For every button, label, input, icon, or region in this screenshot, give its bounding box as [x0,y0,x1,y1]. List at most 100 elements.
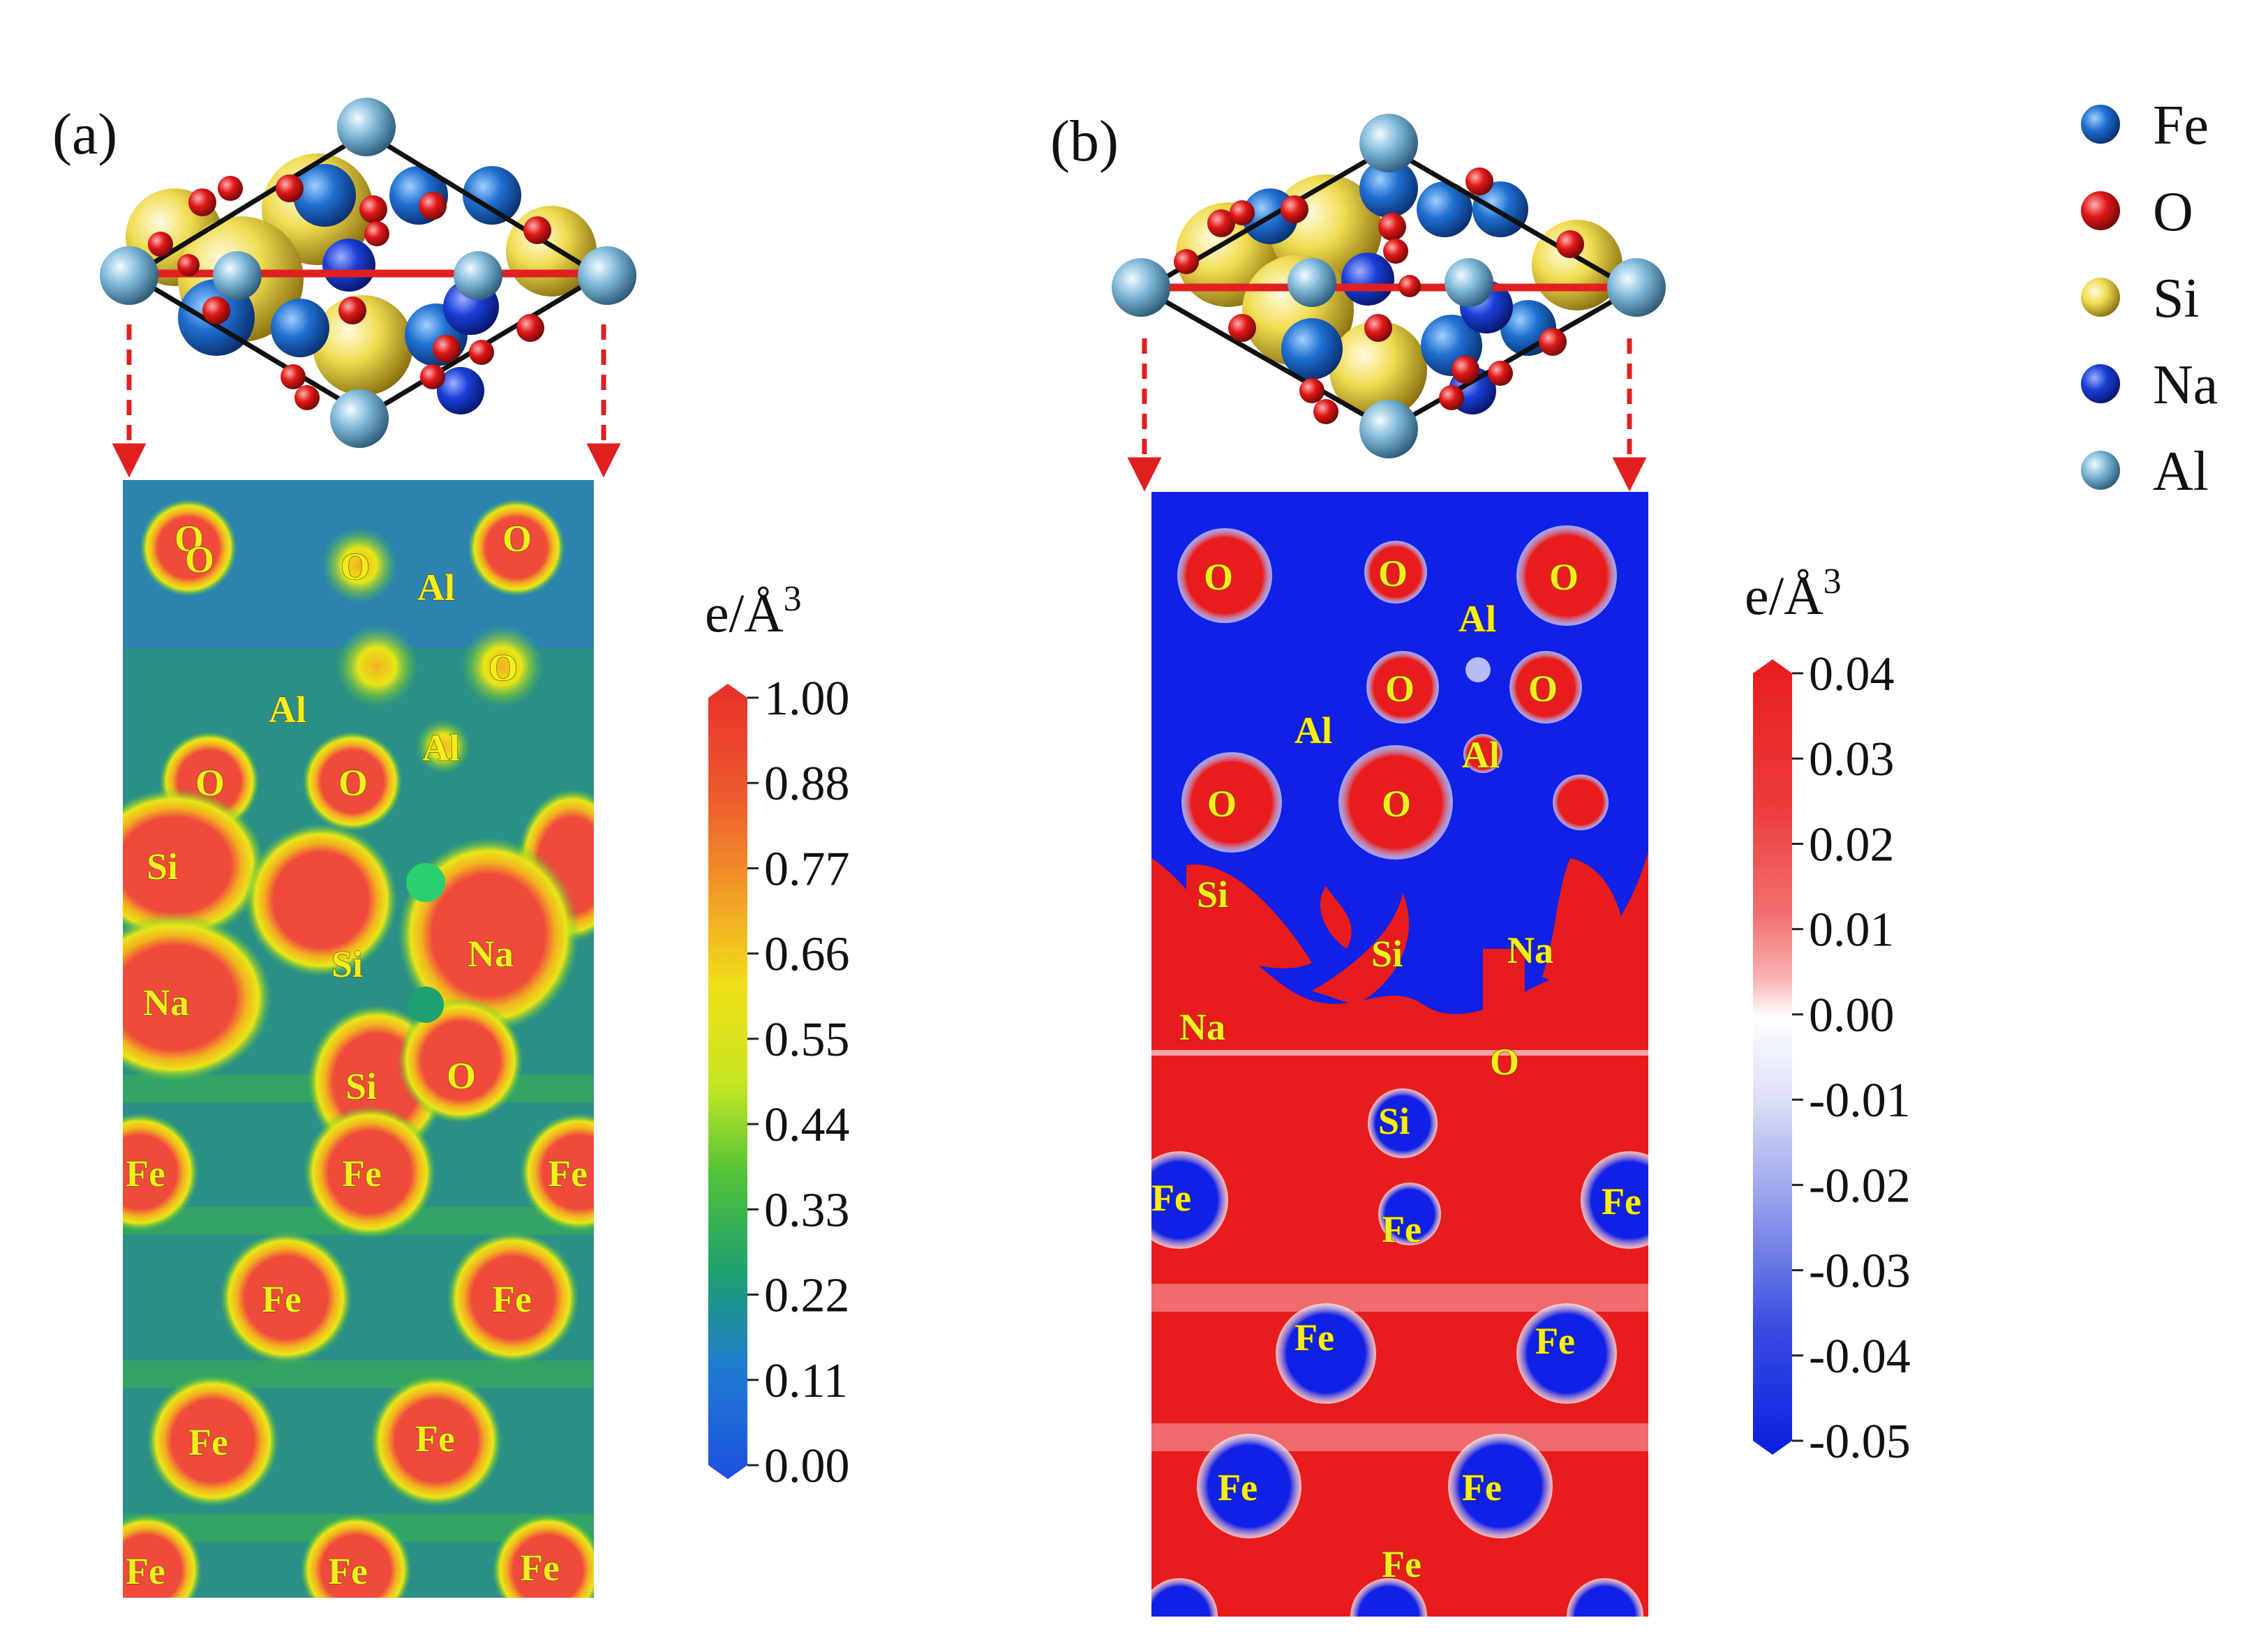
atom-label: O [1378,553,1408,594]
legend-label-na: Na [2153,354,2218,416]
colorbar-unit-b: e/Å3 [1745,562,1842,626]
colorbar-tick-label: 0.02 [1809,818,1895,871]
atom-label: Fe [520,1547,560,1589]
legend-swatch-o [2081,191,2120,230]
atom-label: Fe [126,1550,165,1592]
atom-label: Fe [328,1550,368,1592]
atom-label: O [185,539,214,580]
colorbar-ticks-b: 0.04 0.03 0.02 0.01 0.00 -0.01 -0.02 -0.03 -0.04… [1792,647,1911,1469]
atom-label: Al [1458,598,1496,640]
colorbar-ticks-a: 1.00 0.88 0.77 0.66 0.55 0.44 0.33 0.22 0.11 0.00 [747,672,850,1493]
atom-label: Na [1507,929,1553,971]
atom-label: Si [1371,933,1403,975]
legend-swatch-si [2081,278,2120,317]
colorbar-b: e/Å3 0.04 0.03 0.02 0.01 0.00 -0.01 -0.02 -0.03… [1745,562,1911,1469]
atom-labels-a: O O O O Al O Al Al O O Si Si Na Na Si O … [125,517,588,1592]
legend-label-si: Si [2153,268,2200,329]
atom-label: Fe [492,1278,532,1320]
atom-label: Si [331,943,363,985]
colorbar-tick-label: -0.02 [1809,1159,1911,1213]
panel-a: (a) [52,98,850,1598]
atom-label: Fe [1462,1467,1502,1508]
atom-label: Fe [1535,1320,1575,1362]
panel-label-b: (b) [1050,109,1119,174]
atom-label: O [1382,783,1411,825]
atom-label: O [447,1055,476,1097]
atom-label: Al [1295,710,1332,751]
colorbar-tick-label: 0.33 [764,1183,850,1237]
atom-label: O [195,762,225,804]
atom-label: O [338,762,368,804]
colorbar-tick-label: 0.44 [764,1098,850,1152]
colorbar-tick-label: 0.04 [1809,647,1895,701]
legend-swatch-al [2081,451,2120,490]
atom-label: Na [1179,1006,1225,1048]
atom-label: O [1549,556,1579,598]
colorbar-tick-label: 0.00 [1809,989,1895,1042]
atom-label: Al [269,689,306,730]
colorbar-tick-label: -0.01 [1809,1074,1911,1127]
atoms-front-b [1112,114,1666,458]
atom-label: Si [345,1065,377,1107]
legend-swatch-na [2081,364,2120,403]
panel-b: (b) [1050,109,1911,1617]
colorbar-tick-label: -0.04 [1809,1330,1911,1384]
atom-label: Fe [1151,1177,1191,1219]
atom-label: Na [468,933,514,975]
colorbar-tick-label: 0.88 [764,757,850,811]
atom-label: Fe [342,1153,382,1194]
atom-legend: Fe O Si Na Al [2081,95,2218,502]
atom-label: Fe [415,1418,455,1460]
atom-label: Si [147,846,178,887]
charge-density-map-a [123,480,594,1598]
atom-labels-b: O O O Al O O Al Al O O Si Si Na Na O Si … [1151,552,1641,1585]
colorbar-unit-a: e/Å3 [705,579,802,643]
legend-label-al: Al [2153,441,2209,502]
atom-label: Fe [262,1278,301,1320]
panel-label-a: (a) [52,102,117,167]
colorbar-gradient-a [708,684,747,1479]
colorbar-gradient-b [1753,659,1792,1455]
atom-label: Fe [1602,1181,1641,1222]
atoms-front-a [100,98,636,448]
atom-label: Al [1462,734,1500,776]
atom-label: O [341,546,370,587]
crystal-structure-a [100,98,636,448]
atom-label: Na [143,982,189,1024]
atom-label: O [502,518,532,560]
legend-swatch-fe [2081,105,2120,144]
atom-label: Fe [1382,1208,1422,1250]
atom-label: O [1204,556,1233,598]
colorbar-tick-label: 0.77 [764,842,850,896]
crystal-structure-b [1112,114,1666,458]
atom-label: Si [1378,1100,1410,1142]
charge-difference-map-b [1151,492,1648,1617]
colorbar-tick-label: 0.66 [764,928,850,982]
atom-label: O [1385,668,1415,710]
legend-label-o: O [2153,181,2193,243]
colorbar-tick-label: 0.00 [764,1439,850,1493]
atom-label: O [1207,783,1237,825]
atom-label: Fe [1218,1467,1258,1508]
colorbar-tick-label: -0.05 [1809,1415,1911,1469]
colorbar-tick-label: 1.00 [764,672,850,726]
colorbar-tick-label: 0.01 [1809,904,1895,957]
legend-label-fe: Fe [2153,95,2209,156]
colorbar-tick-label: 0.11 [764,1354,848,1408]
colorbar-tick-label: 0.22 [764,1269,850,1323]
atom-label: Fe [126,1153,165,1194]
atom-label: Fe [1295,1317,1334,1358]
colorbar-tick-label: 0.03 [1809,733,1895,786]
atom-label: Fe [188,1421,228,1463]
colorbar-tick-label: 0.55 [764,1013,850,1067]
atom-label: O [174,518,204,560]
colorbar-tick-label: -0.03 [1809,1245,1911,1298]
atom-label: Fe [1382,1543,1422,1585]
atom-label: Si [1197,874,1228,915]
atom-label: O [488,647,518,689]
atom-label: Al [422,727,460,769]
atom-label: Fe [548,1153,588,1194]
atom-label: O [1528,668,1558,710]
colorbar-a: e/Å3 1.00 0.88 0.77 0.66 0.55 0.44 0.33 0.22 0.1… [705,579,850,1493]
